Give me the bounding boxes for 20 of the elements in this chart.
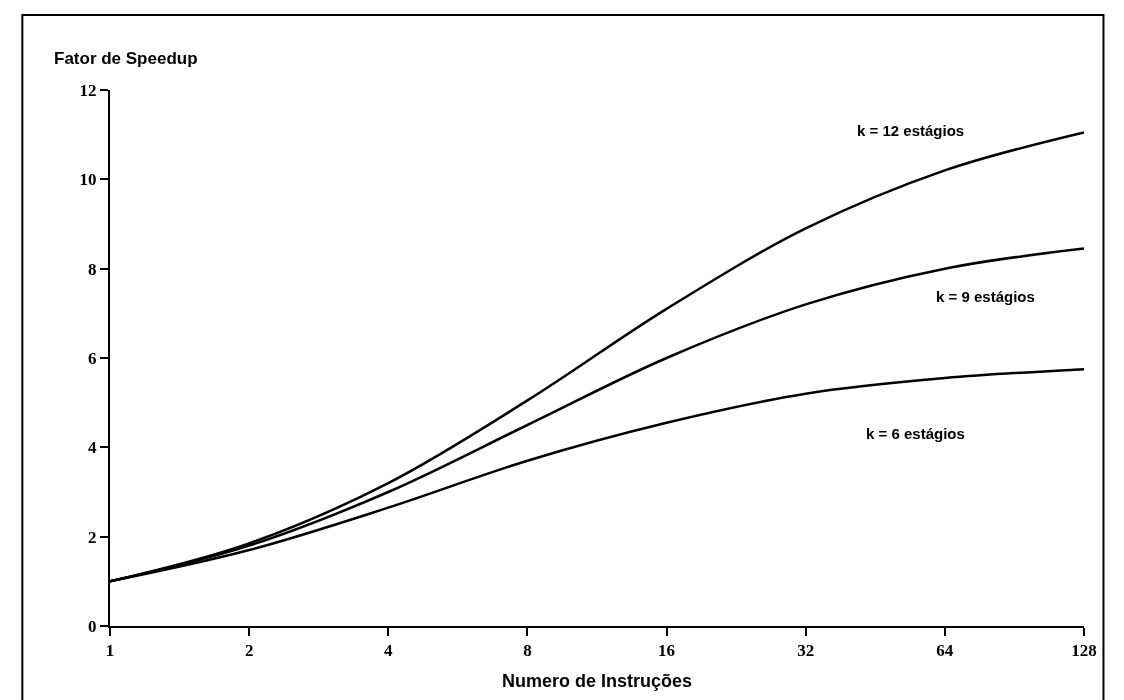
x-tick-label: 32 (797, 641, 815, 661)
x-tick-label: 1 (105, 641, 115, 661)
y-tick-label: 2 (88, 527, 97, 547)
text: k = 6 estágios (866, 425, 965, 442)
y-tick-label: 6 (88, 348, 97, 368)
y-tick-label: 4 (88, 438, 98, 458)
series-label: k = 12 estágios (857, 122, 965, 139)
x-tick-label: 4 (384, 641, 394, 661)
y-axis-title: Fator de Speedup (54, 49, 198, 68)
y-tick-label: 12 (79, 80, 97, 100)
x-tick-label: 16 (658, 641, 676, 661)
x-tick-label: 128 (1071, 641, 1097, 661)
x-tick-label: 64 (936, 641, 954, 661)
y-tick-label: 0 (88, 616, 97, 636)
series-label: k = 9 estágios (936, 288, 1035, 305)
x-tick-label: 2 (244, 641, 254, 661)
x-tick-label: 8 (523, 641, 532, 661)
y-tick-label: 8 (88, 259, 97, 279)
x-axis-title: Numero de Instruções (501, 671, 693, 691)
y-tick-label: 10 (79, 170, 97, 190)
